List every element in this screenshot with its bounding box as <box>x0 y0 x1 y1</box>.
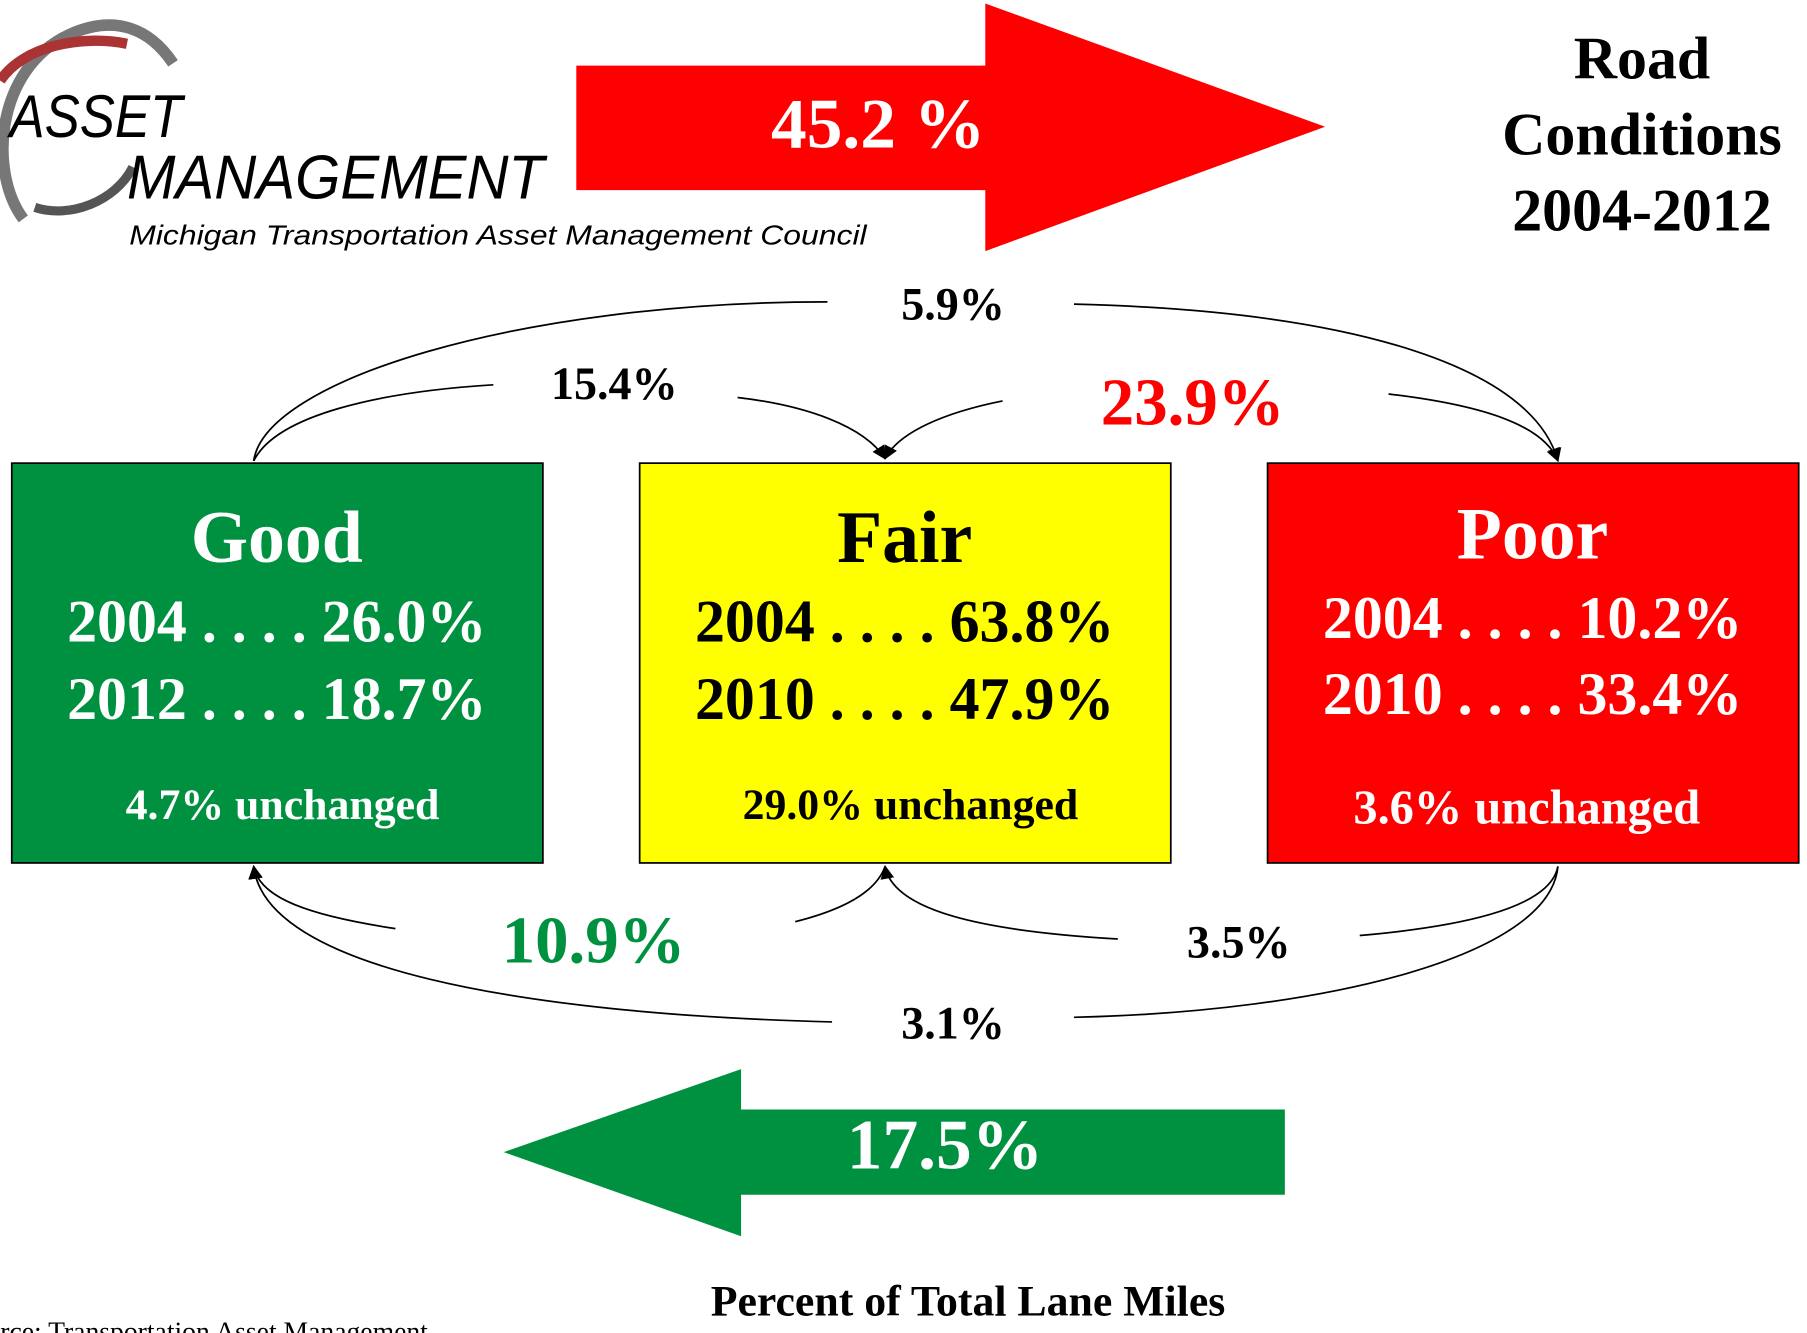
box-title: Poor <box>1457 492 1608 574</box>
title: 2004-2012 <box>1512 177 1772 243</box>
title: Conditions <box>1502 101 1782 167</box>
box-line: 2004 . . . . 26.0% <box>67 589 486 655</box>
flow-line <box>880 865 1118 940</box>
flow-line <box>737 396 886 460</box>
box-line: 2004 . . . . 10.2% <box>1323 585 1742 651</box>
condition-box <box>638 462 1172 864</box>
logo-text: MANAGEMENT <box>127 143 548 212</box>
footer: Percent of Total Lane Miles <box>711 1277 1226 1325</box>
logo-arc <box>0 35 128 84</box>
arrow-label: 17.5% <box>847 1106 1043 1185</box>
box-unchanged: 29.0% unchanged <box>743 781 1079 829</box>
condition-box <box>10 462 544 864</box>
flow-line <box>1073 303 1562 463</box>
logo-subtitle: Michigan Transportation Asset Management… <box>129 220 867 251</box>
worsening-arrow <box>576 3 1326 252</box>
flow-label: 3.5% <box>1187 917 1291 968</box>
source: rce: Transportation Asset Management <box>0 1315 428 1333</box>
box-title: Fair <box>837 496 972 578</box>
flow-line <box>249 865 396 930</box>
arrow-label: 45.2 % <box>771 85 985 164</box>
flow-line <box>794 866 886 923</box>
flow-label: 23.9% <box>1101 365 1285 439</box>
title: Road <box>1574 25 1711 91</box>
box-line: 2004 . . . . 63.8% <box>695 589 1114 655</box>
flow-label: 15.4% <box>551 358 678 409</box>
box-title: Good <box>191 496 363 578</box>
flow-label: 5.9% <box>901 278 1005 329</box>
flow-label: 10.9% <box>502 903 686 977</box>
flow-line <box>1073 866 1559 1019</box>
flow-line <box>252 383 494 462</box>
condition-box <box>1266 462 1800 864</box>
flow-label: 3.1% <box>901 997 1005 1048</box>
flow-line <box>1388 393 1560 463</box>
flow-line <box>1359 866 1559 937</box>
logo-text: ASSET <box>7 83 186 150</box>
flow-line <box>884 400 1003 460</box>
box-line: 2010 . . . . 47.9% <box>695 666 1114 732</box>
logo: ASSET MANAGEMENT Michigan Transportation… <box>0 19 868 251</box>
box-line: 2012 . . . . 18.7% <box>67 666 486 732</box>
box-unchanged: 4.7% unchanged <box>126 781 440 829</box>
flow-line <box>248 865 833 1023</box>
box-line: 2010 . . . . 33.4% <box>1323 661 1742 727</box>
improving-arrow <box>503 1069 1285 1237</box>
logo-arc <box>33 164 137 216</box>
box-unchanged: 3.6% unchanged <box>1353 781 1700 834</box>
flow-line <box>252 300 828 461</box>
